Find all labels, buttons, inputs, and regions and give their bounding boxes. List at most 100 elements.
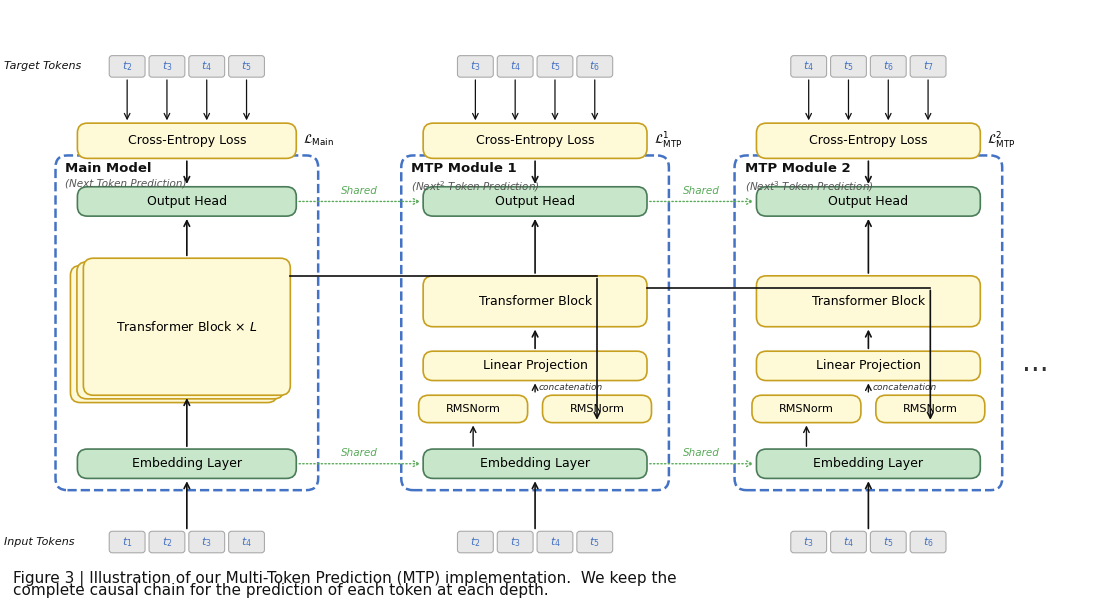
Text: $\mathcal{L}^2_{\mathrm{MTP}}$: $\mathcal{L}^2_{\mathrm{MTP}}$ [987,131,1015,151]
Text: $t_1$: $t_1$ [122,535,133,549]
FancyBboxPatch shape [189,531,224,553]
Text: RMSNorm: RMSNorm [903,404,957,414]
FancyBboxPatch shape [419,395,528,423]
Text: Figure 3 | Illustration of our Multi-Token Prediction (MTP) implementation.  We : Figure 3 | Illustration of our Multi-Tok… [13,572,676,587]
FancyBboxPatch shape [831,531,866,553]
FancyBboxPatch shape [537,531,573,553]
Text: complete causal chain for the prediction of each token at each depth.: complete causal chain for the prediction… [13,583,548,598]
FancyBboxPatch shape [537,55,573,77]
Text: $t_3$: $t_3$ [510,535,521,549]
Text: Embedding Layer: Embedding Layer [132,457,242,470]
FancyBboxPatch shape [752,395,861,423]
FancyBboxPatch shape [457,55,493,77]
FancyBboxPatch shape [84,258,290,395]
FancyBboxPatch shape [756,449,980,478]
Text: (Next$^3$ Token Prediction): (Next$^3$ Token Prediction) [744,179,873,194]
Text: (Next$^2$ Token Prediction): (Next$^2$ Token Prediction) [411,179,540,194]
FancyBboxPatch shape [149,55,185,77]
Text: concatenation: concatenation [873,383,936,392]
Text: Embedding Layer: Embedding Layer [480,457,590,470]
Text: concatenation: concatenation [539,383,603,392]
Text: $t_5$: $t_5$ [882,535,893,549]
FancyBboxPatch shape [423,123,647,159]
Text: $t_6$: $t_6$ [589,60,600,74]
Text: Shared: Shared [684,186,720,195]
FancyBboxPatch shape [457,531,493,553]
Text: $t_4$: $t_4$ [843,535,854,549]
FancyBboxPatch shape [910,55,946,77]
FancyBboxPatch shape [577,531,612,553]
FancyBboxPatch shape [109,531,145,553]
FancyBboxPatch shape [77,187,297,216]
FancyBboxPatch shape [109,55,145,77]
Text: RMSNorm: RMSNorm [779,404,834,414]
Text: $t_6$: $t_6$ [882,60,893,74]
Text: $\mathcal{L}^1_{\mathrm{MTP}}$: $\mathcal{L}^1_{\mathrm{MTP}}$ [654,131,682,151]
FancyBboxPatch shape [423,187,647,216]
FancyBboxPatch shape [149,531,185,553]
Text: Shared: Shared [684,448,720,458]
Text: $t_4$: $t_4$ [510,60,521,74]
Text: $\mathcal{L}_{\mathrm{Main}}$: $\mathcal{L}_{\mathrm{Main}}$ [303,133,334,148]
Text: $t_5$: $t_5$ [242,60,252,74]
FancyBboxPatch shape [497,55,533,77]
FancyBboxPatch shape [543,395,652,423]
FancyBboxPatch shape [910,531,946,553]
FancyBboxPatch shape [77,262,284,399]
Text: Cross-Entropy Loss: Cross-Entropy Loss [127,134,246,147]
Text: Transformer Block × $L$: Transformer Block × $L$ [116,320,257,333]
Text: RMSNorm: RMSNorm [446,404,500,414]
FancyBboxPatch shape [70,265,277,403]
Text: $t_3$: $t_3$ [162,60,173,74]
Text: Output Head: Output Head [495,195,575,208]
Text: Output Head: Output Head [147,195,226,208]
FancyBboxPatch shape [189,55,224,77]
Text: Input Tokens: Input Tokens [3,537,75,547]
FancyBboxPatch shape [423,449,647,478]
FancyBboxPatch shape [756,123,980,159]
FancyBboxPatch shape [423,351,647,380]
Text: $t_2$: $t_2$ [470,535,480,549]
Text: $t_4$: $t_4$ [241,535,252,549]
Text: $t_4$: $t_4$ [803,60,814,74]
Text: Linear Projection: Linear Projection [482,359,588,373]
Text: MTP Module 1: MTP Module 1 [411,162,517,175]
Text: $t_3$: $t_3$ [201,535,212,549]
FancyBboxPatch shape [876,395,985,423]
FancyBboxPatch shape [497,531,533,553]
Text: $t_5$: $t_5$ [843,60,854,74]
FancyBboxPatch shape [756,187,980,216]
Text: Shared: Shared [342,448,378,458]
Text: $t_7$: $t_7$ [923,60,933,74]
Text: $t_5$: $t_5$ [589,535,600,549]
FancyBboxPatch shape [870,55,907,77]
Text: $t_4$: $t_4$ [550,535,560,549]
FancyBboxPatch shape [870,531,907,553]
Text: Shared: Shared [342,186,378,195]
Text: Cross-Entropy Loss: Cross-Entropy Loss [809,134,928,147]
Text: $t_3$: $t_3$ [470,60,480,74]
Text: $t_5$: $t_5$ [550,60,560,74]
FancyBboxPatch shape [229,531,265,553]
FancyBboxPatch shape [791,55,826,77]
FancyBboxPatch shape [229,55,265,77]
Text: $t_2$: $t_2$ [122,60,132,74]
FancyBboxPatch shape [791,531,826,553]
FancyBboxPatch shape [577,55,612,77]
Text: Cross-Entropy Loss: Cross-Entropy Loss [476,134,595,147]
Text: MTP Module 2: MTP Module 2 [744,162,851,175]
FancyBboxPatch shape [831,55,866,77]
Text: $t_3$: $t_3$ [803,535,814,549]
Text: Linear Projection: Linear Projection [815,359,921,373]
FancyBboxPatch shape [77,123,297,159]
FancyBboxPatch shape [756,351,980,380]
Text: $t_4$: $t_4$ [201,60,212,74]
Text: Main Model: Main Model [66,162,152,175]
Text: ...: ... [1022,349,1048,377]
Text: Transformer Block: Transformer Block [478,295,591,308]
Text: (Next Token Prediction): (Next Token Prediction) [66,179,187,189]
FancyBboxPatch shape [756,276,980,327]
Text: Target Tokens: Target Tokens [3,62,81,71]
Text: $t_2$: $t_2$ [162,535,173,549]
Text: Transformer Block: Transformer Block [812,295,925,308]
